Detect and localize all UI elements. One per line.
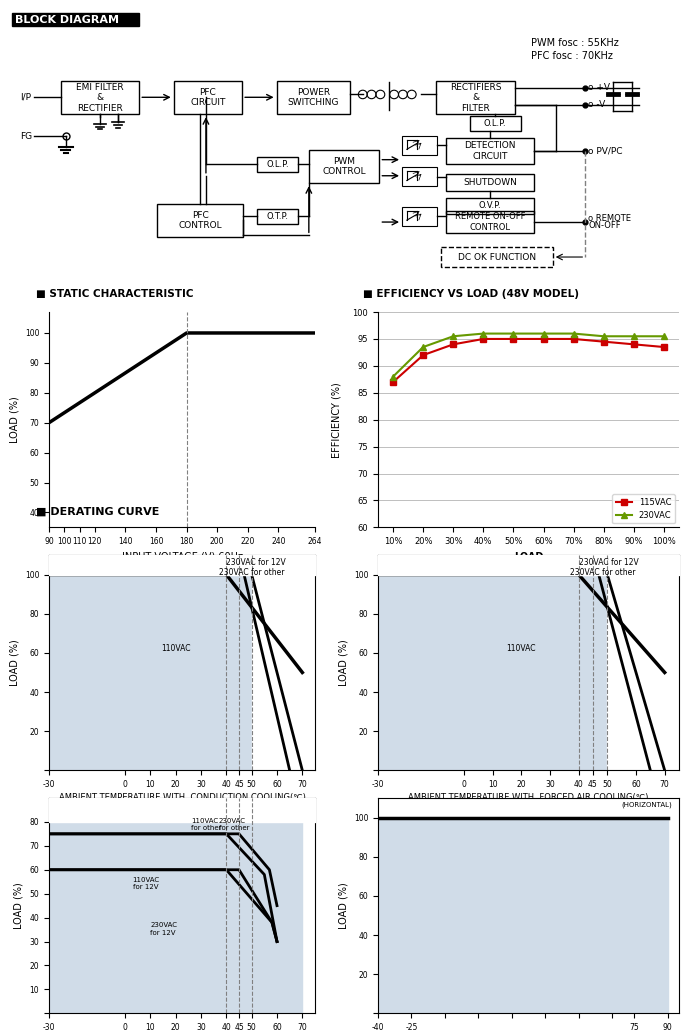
Text: REMOTE ON-OFF
CONTROL: REMOTE ON-OFF CONTROL <box>455 212 526 232</box>
Bar <box>61 82 139 115</box>
Bar <box>446 211 534 234</box>
Text: PFC fosc : 70KHz: PFC fosc : 70KHz <box>531 51 613 61</box>
Text: DC OK FUNCTION: DC OK FUNCTION <box>458 252 536 262</box>
Text: O.L.P.: O.L.P. <box>484 119 506 128</box>
Y-axis label: LOAD (%): LOAD (%) <box>338 882 348 929</box>
Text: 230VAC for other: 230VAC for other <box>218 568 284 577</box>
Bar <box>402 168 438 186</box>
Text: EMI FILTER
&
RECTIFIER: EMI FILTER & RECTIFIER <box>76 83 124 113</box>
Text: 110VAC: 110VAC <box>161 644 190 653</box>
Y-axis label: LOAD (%): LOAD (%) <box>338 639 348 686</box>
Text: for 12V: for 12V <box>132 884 158 890</box>
Text: for 12V: for 12V <box>150 930 176 936</box>
Text: RECTIFIERS
&
FILTER: RECTIFIERS & FILTER <box>449 83 501 113</box>
X-axis label: INPUT VOLTAGE (V) 60Hz: INPUT VOLTAGE (V) 60Hz <box>122 552 242 561</box>
Text: o PV/PC: o PV/PC <box>588 147 622 156</box>
Text: BLOCK DIAGRAM: BLOCK DIAGRAM <box>15 14 119 25</box>
Bar <box>446 199 534 214</box>
Text: 230VAC: 230VAC <box>218 818 246 824</box>
Text: for other: for other <box>218 825 249 831</box>
Text: DETECTION
CIRCUIT: DETECTION CIRCUIT <box>464 142 516 161</box>
Bar <box>402 136 438 155</box>
Text: 230VAC for other: 230VAC for other <box>570 568 636 577</box>
Y-axis label: EFFICIENCY (%): EFFICIENCY (%) <box>332 382 342 458</box>
Bar <box>174 82 242 115</box>
Bar <box>441 247 553 268</box>
Text: (HORIZONTAL): (HORIZONTAL) <box>254 560 305 568</box>
Text: 110VAC: 110VAC <box>132 877 160 883</box>
Bar <box>446 138 534 164</box>
Bar <box>436 82 514 115</box>
Text: o +V: o +V <box>588 84 610 92</box>
Y-axis label: LOAD (%): LOAD (%) <box>9 639 19 686</box>
Text: SHUTDOWN: SHUTDOWN <box>463 178 517 187</box>
Text: O.T.P.: O.T.P. <box>267 212 288 221</box>
Text: PWM fosc : 55KHz: PWM fosc : 55KHz <box>531 38 619 49</box>
Bar <box>257 157 298 172</box>
Text: ON-OFF: ON-OFF <box>588 221 621 231</box>
Text: POWER
SWITCHING: POWER SWITCHING <box>288 88 339 108</box>
Text: PWM
CONTROL: PWM CONTROL <box>322 157 366 177</box>
Text: o REMOTE: o REMOTE <box>588 214 631 222</box>
X-axis label: AMBIENT TEMPERATURE WITH  FORCED AIR COOLING(℃): AMBIENT TEMPERATURE WITH FORCED AIR COOL… <box>408 793 649 802</box>
Text: 110VAC: 110VAC <box>191 818 218 824</box>
Bar <box>257 209 298 224</box>
X-axis label: LOAD: LOAD <box>514 552 543 561</box>
Text: PFC
CIRCUIT: PFC CIRCUIT <box>190 88 225 108</box>
Text: FG: FG <box>20 131 32 141</box>
Text: PFC
CONTROL: PFC CONTROL <box>178 211 222 231</box>
Bar <box>12 13 139 27</box>
Text: for other: for other <box>191 825 221 831</box>
Text: 230VAC: 230VAC <box>150 922 177 929</box>
Y-axis label: LOAD (%): LOAD (%) <box>14 882 24 929</box>
Text: ■ EFFICIENCY VS LOAD (48V MODEL): ■ EFFICIENCY VS LOAD (48V MODEL) <box>363 290 579 299</box>
Legend: 115VAC, 230VAC: 115VAC, 230VAC <box>612 494 675 523</box>
Bar <box>309 150 379 183</box>
Bar <box>157 204 243 237</box>
Bar <box>470 116 521 131</box>
Text: 230VAC for 12V: 230VAC for 12V <box>579 557 638 567</box>
Y-axis label: LOAD (%): LOAD (%) <box>9 396 19 444</box>
X-axis label: AMBIENT TEMPERATURE WITH  CONDUCTION COOLING(℃): AMBIENT TEMPERATURE WITH CONDUCTION COOL… <box>59 793 305 802</box>
Bar <box>446 174 534 191</box>
Text: (HORIZONTAL): (HORIZONTAL) <box>617 560 668 568</box>
Text: O.V.P.: O.V.P. <box>479 202 501 211</box>
Bar <box>402 207 438 225</box>
Text: (HORIZONTAL): (HORIZONTAL) <box>622 802 672 809</box>
Text: o -V: o -V <box>588 100 606 110</box>
Text: ■ STATIC CHARACTERISTIC: ■ STATIC CHARACTERISTIC <box>36 290 193 299</box>
Text: ■ DERATING CURVE: ■ DERATING CURVE <box>36 507 159 516</box>
Text: O.L.P.: O.L.P. <box>266 160 289 169</box>
Text: 110VAC: 110VAC <box>507 644 536 653</box>
Text: (HORIZONTAL): (HORIZONTAL) <box>254 802 305 810</box>
Text: 230VAC for 12V: 230VAC for 12V <box>226 557 286 567</box>
Text: I/P: I/P <box>20 93 31 101</box>
Bar <box>276 82 350 115</box>
